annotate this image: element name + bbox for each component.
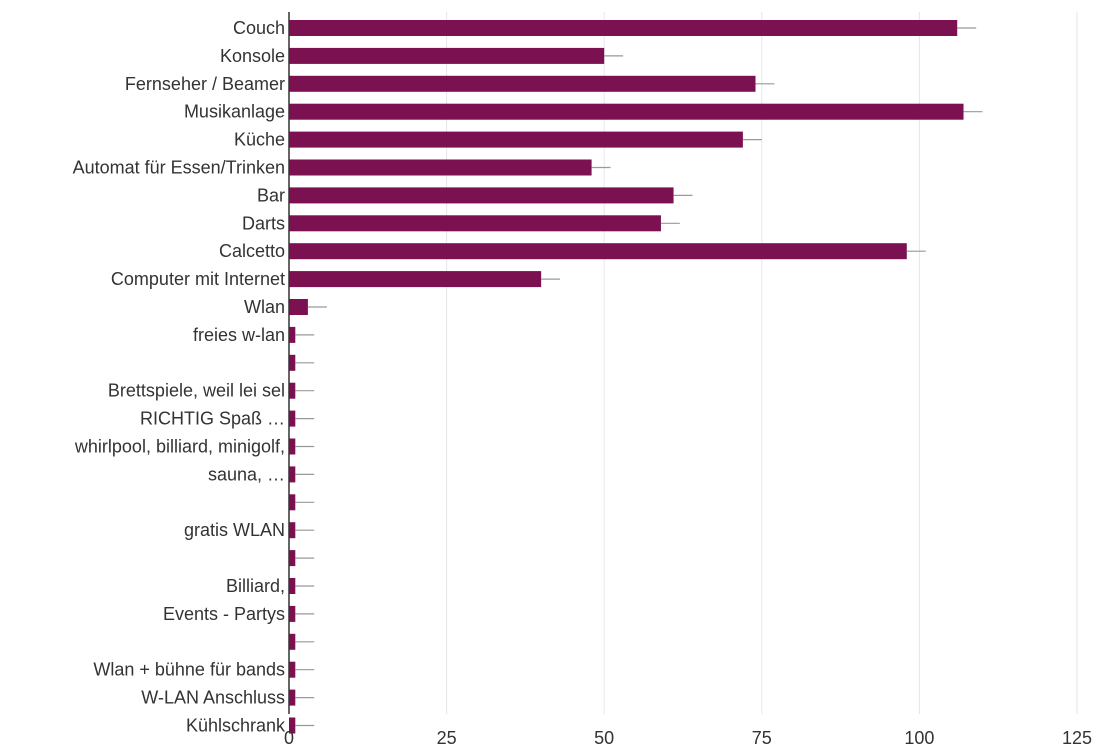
- bar: [289, 605, 296, 622]
- bar: [289, 466, 296, 483]
- category-label: freies w-lan: [193, 325, 285, 345]
- bar: [289, 299, 308, 315]
- category-label: Musikanlage: [184, 102, 285, 122]
- bar: [289, 354, 296, 371]
- x-tick-label: 25: [437, 728, 457, 748]
- bar: [289, 243, 907, 260]
- bar: [289, 410, 296, 427]
- bar: [289, 326, 296, 343]
- bar: [289, 47, 605, 64]
- bar: [289, 187, 674, 204]
- bar: [289, 103, 964, 120]
- gridlines: [446, 12, 1078, 714]
- category-label: Events - Partys: [163, 604, 285, 624]
- bar: [289, 159, 592, 176]
- bar: [289, 550, 296, 567]
- category-label: Küche: [234, 130, 285, 150]
- category-label: Bar: [257, 185, 285, 205]
- category-label: Wlan: [244, 297, 285, 317]
- category-label: sauna, …: [208, 464, 285, 484]
- bar: [289, 689, 296, 706]
- bar: [289, 438, 296, 455]
- bar: [289, 271, 542, 288]
- category-label: Computer mit Internet: [111, 269, 285, 289]
- x-tick-label: 100: [904, 728, 934, 748]
- bar: [289, 20, 958, 36]
- category-label: Kühlschrank: [186, 716, 286, 736]
- category-label: Calcetto: [219, 241, 285, 261]
- bar: [289, 131, 743, 148]
- category-label: whirlpool, billiard, minigolf,: [74, 437, 285, 457]
- category-label: gratis WLAN: [184, 520, 285, 540]
- category-label: RICHTIG Spaß …: [140, 409, 285, 429]
- bar: [289, 494, 296, 511]
- category-label: Wlan + bühne für bands: [93, 660, 285, 680]
- bar: [289, 75, 756, 92]
- category-label: Konsole: [220, 46, 285, 66]
- x-tick-label: 0: [284, 728, 294, 748]
- category-label: Automat für Essen/Trinken: [73, 158, 285, 178]
- x-tick-label: 50: [594, 728, 614, 748]
- category-label: Fernseher / Beamer: [125, 74, 285, 94]
- category-label: Billiard,: [226, 576, 285, 596]
- bar: [289, 522, 296, 539]
- category-label: Brettspiele, weil lei sel: [108, 381, 285, 401]
- bar: [289, 717, 296, 734]
- bar: [289, 661, 296, 678]
- bar: [289, 215, 661, 232]
- x-tick-labels: 0 25 50 75 100 125: [284, 728, 1092, 748]
- category-label: Darts: [242, 213, 285, 233]
- bar: [289, 382, 296, 399]
- bar: [289, 578, 296, 594]
- category-label: Couch: [233, 18, 285, 38]
- bar: [289, 633, 296, 650]
- bars: [289, 20, 964, 734]
- category-labels: Couch Konsole Fernseher / Beamer Musikanlag…: [73, 18, 286, 736]
- x-tick-label: 125: [1062, 728, 1092, 748]
- error-bars: [295, 27, 983, 727]
- category-label: W-LAN Anschluss: [141, 688, 285, 708]
- x-tick-label: 75: [752, 728, 772, 748]
